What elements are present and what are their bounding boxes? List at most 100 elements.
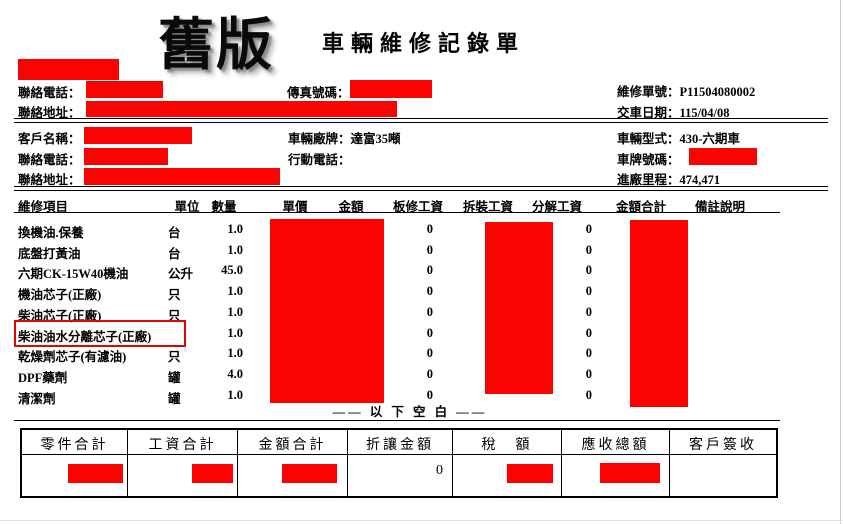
summary-cell-discount: [348, 455, 453, 496]
item-qty: 1.0: [227, 388, 243, 402]
discount-amount-value: 0: [436, 463, 443, 478]
divider-double-2: [14, 186, 828, 191]
table-row: 機油芯子(正廠) 只 1.0 0 0: [14, 284, 780, 302]
item-name: 六期CK-15W40機油: [18, 267, 129, 281]
item-name: 機油芯子(正廠): [18, 288, 102, 302]
redacted-disassembly-labor-column: [485, 222, 553, 394]
vehicle-brand-label: 車輛廠牌：: [288, 132, 351, 146]
col-header-unit-price: 單價: [282, 200, 308, 214]
plate-number-label: 車牌號碼：: [617, 153, 680, 167]
item-qty: 45.0: [221, 263, 243, 277]
col-header-disassembly-labor: 拆裝工資: [462, 200, 513, 214]
vendor-fax-label: 傳真號碼：: [287, 86, 350, 100]
item-body-labor: 0: [426, 388, 433, 402]
summary-header-labor-total: 工資合計: [128, 430, 238, 455]
table-row: DPF藥劑 罐 4.0 0 0: [14, 367, 780, 385]
col-header-amount: 金額: [338, 200, 364, 214]
item-name: 清潔劑: [18, 392, 56, 406]
delivery-date: 交車日期：115/04/08: [617, 102, 730, 122]
table-row: 底盤打黃油 台 1.0 0 0: [14, 243, 780, 261]
table-row: 換機油.保養 台 1.0 0 0: [14, 222, 780, 240]
redacted-customer-name: [84, 127, 192, 144]
mileage-value: 474,471: [679, 173, 721, 187]
item-unit: 公升: [168, 267, 194, 281]
item-name: 柴油油水分離芯子(正廠): [18, 330, 152, 344]
redacted-amount-total-column: [630, 220, 688, 407]
item-qty: 1.0: [227, 326, 243, 340]
item-unit: 只: [168, 350, 181, 364]
delivery-date-label: 交車日期：: [617, 106, 680, 120]
page-title: 車輛維修記錄單: [322, 31, 526, 56]
item-unit: 只: [168, 288, 181, 302]
summary-header-tax: 稅 額: [453, 430, 562, 455]
mileage: 進廠里程：474,471: [617, 169, 720, 189]
redacted-grand-total: [600, 463, 660, 483]
item-overhaul-labor: 0: [585, 305, 592, 319]
redacted-vendor-address: [86, 101, 397, 117]
item-overhaul-labor: 0: [585, 243, 592, 257]
vehicle-model-value: 430-六期車: [679, 132, 740, 146]
summary-cell-labor-total: [128, 455, 238, 496]
summary-cell-parts-total: [22, 455, 128, 496]
item-qty: 4.0: [227, 367, 243, 381]
table-row: 清潔劑 罐 1.0 0 0: [14, 388, 780, 406]
vendor-phone-label: 聯絡電話：: [18, 86, 81, 100]
vehicle-model-label: 車輛型式：: [617, 132, 680, 146]
item-body-labor: 0: [426, 243, 433, 257]
item-unit: 台: [168, 247, 181, 261]
redacted-unit-price-amount-column: [270, 219, 384, 403]
redacted-vendor-fax: [350, 80, 432, 98]
customer-phone-label: 聯絡電話：: [18, 153, 81, 167]
item-overhaul-labor: 0: [585, 346, 592, 360]
vehicle-brand-value: 達富35噸: [350, 132, 401, 146]
summary-header-discount: 折讓金額: [348, 430, 453, 455]
table-row: 乾燥劑芯子(有濾油) 只 1.0 0 0: [14, 346, 780, 364]
vendor-address-label: 聯絡地址：: [18, 106, 81, 120]
vehicle-model: 車輛型式：430-六期車: [617, 128, 740, 148]
item-name: DPF藥劑: [18, 371, 68, 385]
col-header-item: 維修項目: [18, 200, 69, 214]
item-overhaul-labor: 0: [585, 284, 592, 298]
item-qty: 1.0: [227, 305, 243, 319]
item-name: 柴油芯子(正廠): [18, 309, 102, 323]
old-version-stamp: 舊版: [158, 15, 274, 77]
redacted-labor-total: [192, 464, 233, 483]
summary-header-amount-total: 金額合計: [238, 430, 348, 455]
col-header-remarks: 備註說明: [694, 200, 745, 214]
redacted-tax-amount: [507, 464, 553, 483]
summary-table: 零件合計 工資合計 金額合計 折讓金額 稅 額 應收總額 客戶簽收: [20, 428, 778, 498]
table-row: 六期CK-15W40機油 公升 45.0 0 0: [14, 263, 780, 281]
col-header-qty: 數量: [211, 200, 237, 214]
item-unit: 台: [168, 226, 181, 240]
vehicle-brand: 車輛廠牌：達富35噸: [288, 128, 401, 148]
item-unit: 只: [168, 309, 181, 323]
repair-order-number: 維修單號：P11504080002: [617, 81, 755, 101]
item-overhaul-labor: 0: [585, 326, 592, 340]
col-header-body-labor: 板修工資: [392, 200, 443, 214]
item-name: 乾燥劑芯子(有濾油): [18, 350, 127, 364]
repair-order-label: 維修單號：: [617, 85, 680, 99]
summary-cell-amount-total: [238, 455, 348, 496]
item-qty: 1.0: [227, 346, 243, 360]
col-header-amount-total: 金額合計: [615, 200, 666, 214]
blank-below-note: —— 以 下 空 白 ——: [332, 405, 488, 419]
item-qty: 1.0: [227, 243, 243, 257]
item-name: 換機油.保養: [18, 226, 84, 240]
divider-header-underline: [14, 212, 780, 213]
col-header-unit: 單位: [174, 200, 200, 214]
mobile-phone-label: 行動電話：: [288, 153, 351, 167]
repair-order-value: P11504080002: [679, 85, 756, 99]
customer-name-label: 客戶名稱：: [18, 132, 81, 146]
customer-address-label: 聯絡地址：: [18, 173, 81, 187]
mileage-label: 進廠里程：: [617, 173, 680, 187]
item-overhaul-labor: 0: [585, 263, 592, 277]
highlight-box-diesel-water-separator: [14, 320, 186, 347]
redacted-vendor-phone: [86, 81, 163, 98]
item-qty: 1.0: [227, 284, 243, 298]
item-overhaul-labor: 0: [585, 222, 592, 236]
item-body-labor: 0: [426, 305, 433, 319]
table-row: 柴油芯子(正廠) 只 1.0 0 0: [14, 305, 780, 323]
redacted-vendor-name: [18, 59, 119, 80]
item-name: 底盤打黃油: [18, 247, 81, 261]
